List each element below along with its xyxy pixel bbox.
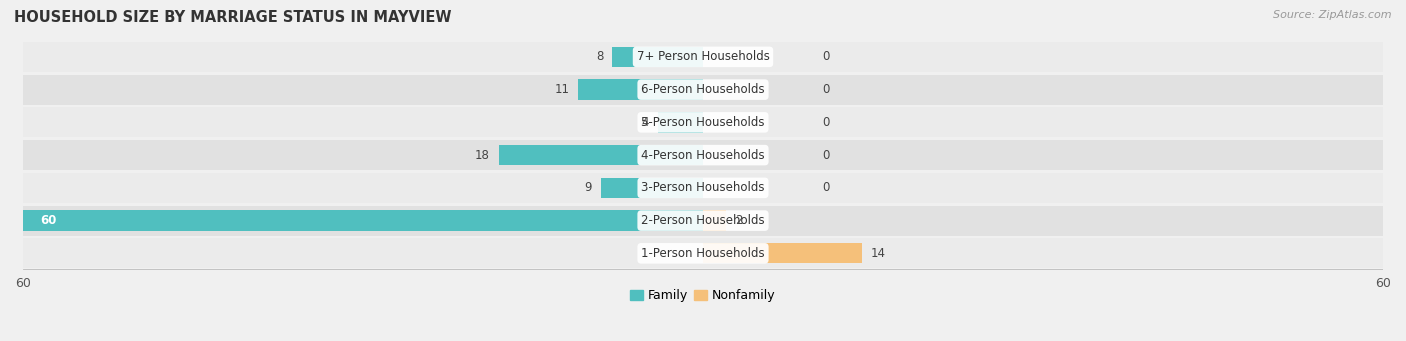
Text: 8: 8 [596, 50, 603, 63]
Text: 2-Person Households: 2-Person Households [641, 214, 765, 227]
Bar [703, 210, 725, 231]
Text: 0: 0 [823, 149, 830, 162]
Bar [600, 178, 703, 198]
Bar [578, 79, 703, 100]
Text: 0: 0 [823, 181, 830, 194]
Bar [499, 145, 703, 165]
Bar [22, 238, 1384, 268]
Text: 5-Person Households: 5-Person Households [641, 116, 765, 129]
Text: 14: 14 [870, 247, 886, 260]
Text: 7+ Person Households: 7+ Person Households [637, 50, 769, 63]
Legend: Family, Nonfamily: Family, Nonfamily [626, 284, 780, 307]
Text: 6-Person Households: 6-Person Households [641, 83, 765, 96]
Bar [22, 140, 1384, 170]
Text: 11: 11 [554, 83, 569, 96]
Text: 2: 2 [735, 214, 742, 227]
Text: 1-Person Households: 1-Person Households [641, 247, 765, 260]
Bar [22, 75, 1384, 105]
Text: 3-Person Households: 3-Person Households [641, 181, 765, 194]
Bar [22, 206, 1384, 236]
Text: 18: 18 [475, 149, 489, 162]
Text: HOUSEHOLD SIZE BY MARRIAGE STATUS IN MAYVIEW: HOUSEHOLD SIZE BY MARRIAGE STATUS IN MAY… [14, 10, 451, 25]
Text: 9: 9 [585, 181, 592, 194]
Bar [658, 112, 703, 133]
Text: 0: 0 [823, 83, 830, 96]
Bar [22, 107, 1384, 137]
Bar [22, 210, 703, 231]
Text: 4-Person Households: 4-Person Households [641, 149, 765, 162]
Text: 4: 4 [641, 116, 648, 129]
Text: 0: 0 [823, 50, 830, 63]
Text: Source: ZipAtlas.com: Source: ZipAtlas.com [1274, 10, 1392, 20]
Bar [22, 173, 1384, 203]
Bar [703, 243, 862, 264]
Text: 0: 0 [823, 116, 830, 129]
Text: 60: 60 [39, 214, 56, 227]
Bar [22, 42, 1384, 72]
Bar [613, 47, 703, 67]
